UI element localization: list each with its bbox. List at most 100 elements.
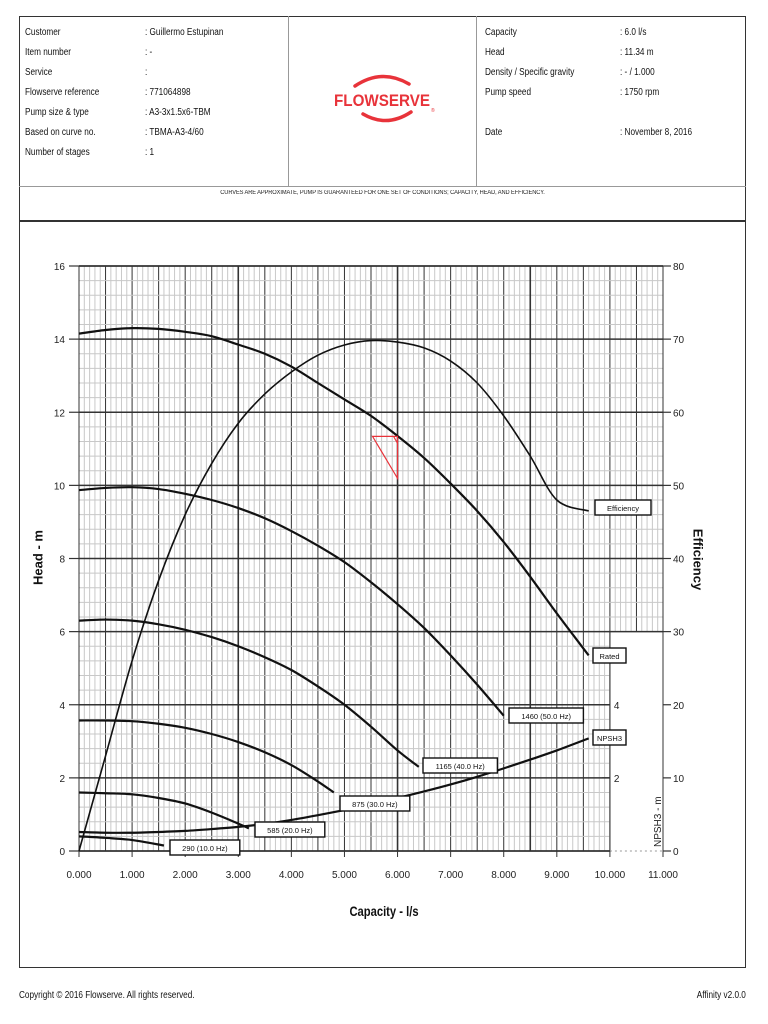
y2-tick-label: 0 xyxy=(673,847,679,858)
duty-point-marker xyxy=(371,435,399,481)
field-item-number: Item number xyxy=(25,47,72,58)
chart-curves xyxy=(78,327,590,852)
y-tick-label: 4 xyxy=(59,701,65,712)
value-pump-speed: : 1750 rpm xyxy=(620,87,660,98)
x-tick-label: 9.000 xyxy=(544,870,569,881)
field-date: Date xyxy=(485,127,503,138)
curve-label-box xyxy=(592,729,627,746)
curve-290 xyxy=(78,835,165,847)
header-divider xyxy=(288,16,289,186)
logo-arc-top xyxy=(353,74,411,88)
curve-label-box xyxy=(594,499,652,516)
y2-tick-label: 40 xyxy=(673,555,685,566)
document-frame xyxy=(19,16,746,968)
curve-label-box xyxy=(592,647,627,664)
x-tick-label: 10.000 xyxy=(595,870,626,881)
y-axis-title-efficiency: Efficiency xyxy=(690,528,706,591)
curve-label-box xyxy=(508,707,585,724)
y2-tick-label: 60 xyxy=(673,408,685,419)
value-density: : - / 1.000 xyxy=(620,67,655,78)
disclaimer: CURVES ARE APPROXIMATE, PUMP IS GUARANTE… xyxy=(220,190,545,196)
y-axis-title-head: Head - m xyxy=(30,530,46,585)
copyright-text: Copyright © 2016 Flowserve. All rights r… xyxy=(19,990,195,1001)
x-tick-label: 2.000 xyxy=(173,870,198,881)
y-axis-title-npsh: NPSH3 - m xyxy=(653,796,664,847)
value-item-number: : - xyxy=(145,47,153,58)
y2-tick-label: 20 xyxy=(673,701,685,712)
y2-tick-label: 50 xyxy=(673,481,685,492)
field-stages: Number of stages xyxy=(25,147,90,158)
pump-info-left-values: : Guillermo Estupinan : - : : 771064898 … xyxy=(145,23,223,163)
curve-labels: Efficiency Rated 1460 (50.0 Hz) NPSH3 1165 (… xyxy=(169,499,652,856)
curve-1165 xyxy=(78,618,420,768)
field-service: Service xyxy=(25,67,53,78)
pump-info-left: Customer Item number Service Flowserve r… xyxy=(25,23,99,163)
x-tick-label: 0.000 xyxy=(66,870,91,881)
curve-1460 xyxy=(78,486,505,717)
field-pump-speed: Pump speed xyxy=(485,87,532,98)
curve-label-box xyxy=(422,757,499,774)
curve-label-text: 1460 (50.0 Hz) xyxy=(521,712,571,721)
x-tick-label: 11.000 xyxy=(648,870,678,881)
x-tick-label: 7.000 xyxy=(438,870,463,881)
y2-tick-label: 10 xyxy=(673,774,685,785)
y2-tick-label: 70 xyxy=(673,335,685,346)
chart-axes: 0 2 4 6 8 10 12 14 16 0 10 20 30 40 50 60 70 80 2 4 NPSH3 - … xyxy=(54,262,685,881)
y-tick-label: 8 xyxy=(59,555,65,566)
y-tick-label: 6 xyxy=(59,628,65,639)
field-capacity: Capacity xyxy=(485,27,517,38)
pump-info-right: Capacity Head Density / Specific gravity… xyxy=(485,23,574,143)
npsh-tick-label: 4 xyxy=(614,701,620,712)
curve-rated xyxy=(78,327,590,657)
y-tick-label: 10 xyxy=(54,481,66,492)
value-date: : November 8, 2016 xyxy=(620,127,693,138)
field-curve-no: Based on curve no. xyxy=(25,127,96,138)
logo-text: FLOWSERVE xyxy=(334,91,430,110)
x-tick-label: 5.000 xyxy=(332,870,357,881)
version-text: Affinity v2.0.0 xyxy=(696,990,746,1001)
pump-info-right-values: : 6.0 l/s : 11.34 m : - / 1.000 : 1750 r… xyxy=(620,23,692,143)
flowserve-logo: FLOWSERVE ® xyxy=(334,74,435,123)
field-customer: Customer xyxy=(25,27,61,38)
curve-label-text: 1165 (40.0 Hz) xyxy=(436,762,486,771)
x-tick-label: 3.000 xyxy=(226,870,251,881)
curve-label-box xyxy=(169,839,241,856)
curve-label-box xyxy=(339,795,411,812)
chart-grid xyxy=(78,265,664,852)
field-flowserve-reference: Flowserve reference xyxy=(25,87,100,98)
field-pump-size: Pump size & type xyxy=(25,107,89,118)
y-tick-label: 2 xyxy=(59,774,65,785)
value-stages: : 1 xyxy=(145,147,155,158)
x-tick-label: 1.000 xyxy=(120,870,145,881)
value-capacity: : 6.0 l/s xyxy=(620,27,647,38)
logo-arc-bottom xyxy=(361,110,413,123)
curve-label-text: 875 (30.0 Hz) xyxy=(352,800,398,809)
curve-npsh3 xyxy=(78,737,590,834)
curve-label-text: 585 (20.0 Hz) xyxy=(267,826,313,835)
header-divider xyxy=(19,186,746,187)
curve-label-text: Efficiency xyxy=(607,504,639,513)
field-density: Density / Specific gravity xyxy=(485,67,575,78)
value-pump-size: : A3-3x1.5x6-TBM xyxy=(145,107,211,118)
curve-label-text: Rated xyxy=(599,652,619,661)
value-customer: : Guillermo Estupinan xyxy=(145,27,224,38)
y-tick-label: 14 xyxy=(54,335,66,346)
value-service: : xyxy=(145,67,148,78)
header-divider xyxy=(19,220,746,222)
value-flowserve-reference: : 771064898 xyxy=(145,87,191,98)
x-tick-label: 4.000 xyxy=(279,870,304,881)
curve-efficiency xyxy=(78,339,589,852)
x-axis-title: Capacity - l/s xyxy=(349,903,419,919)
x-tick-label: 6.000 xyxy=(385,870,410,881)
y-tick-label: 16 xyxy=(54,262,66,273)
y-tick-label: 12 xyxy=(54,408,66,419)
curve-875 xyxy=(78,719,335,794)
y2-tick-label: 30 xyxy=(673,628,685,639)
header-divider xyxy=(476,16,477,186)
curve-label-box xyxy=(254,821,326,838)
y2-tick-label: 80 xyxy=(673,262,685,273)
value-curve-no: : TBMA-A3-4/60 xyxy=(145,127,204,138)
curve-label-text: NPSH3 xyxy=(597,734,622,743)
value-head: : 11.34 m xyxy=(620,47,654,58)
